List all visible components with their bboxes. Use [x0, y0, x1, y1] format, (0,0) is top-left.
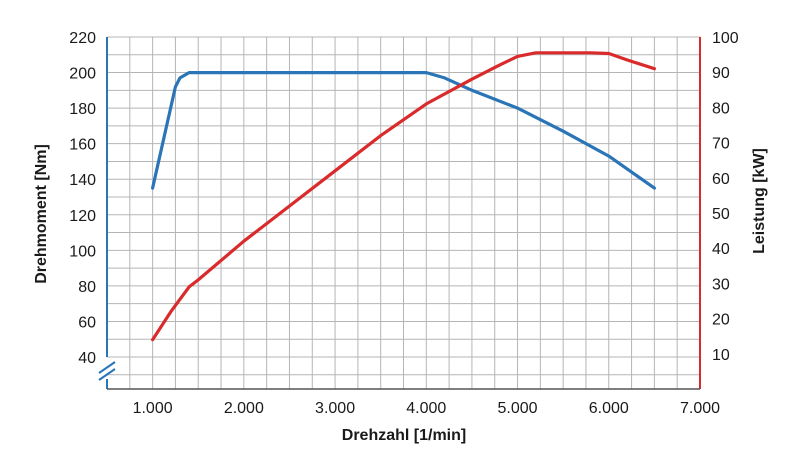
y-right-tick-label: 90: [712, 65, 730, 82]
y-left-tick-label: 160: [69, 137, 96, 154]
y-left-tick-label: 180: [69, 101, 96, 118]
series-layer: [151, 51, 657, 342]
x-tick-label: 4.000: [406, 400, 446, 417]
x-tick-label: 5.000: [498, 400, 538, 417]
y-left-tick-label: 140: [69, 172, 96, 189]
x-tick-label: 6.000: [589, 400, 629, 417]
y-right-tick-label: 20: [712, 312, 730, 329]
y-right-tick-label: 40: [712, 241, 730, 258]
y-right-tick-label: 100: [712, 30, 739, 47]
tick-labels: 1.000 2.000 3.000 4.000 5.000 6.000 7.000 40 60 8…: [69, 30, 739, 417]
y-left-tick-label: 100: [69, 243, 96, 260]
y-axis-left-title: Drehmoment [Nm]: [33, 144, 50, 284]
axes: [98, 37, 701, 390]
y-left-tick-label: 120: [69, 208, 96, 225]
y-right-tick-label: 30: [712, 276, 730, 293]
torque-series-line: [151, 70, 657, 190]
y-right-tick-label: 80: [712, 100, 730, 117]
y-right-tick-label: 50: [712, 206, 730, 223]
y-left-tick-label: 40: [78, 350, 96, 367]
power-series-line: [151, 51, 657, 342]
x-tick-label: 7.000: [680, 400, 720, 417]
y-right-tick-label: 60: [712, 171, 730, 188]
y-left-tick-label: 80: [78, 279, 96, 296]
y-axis-right-title: Leistung [kW]: [751, 148, 768, 254]
x-tick-label: 1.000: [133, 400, 173, 417]
y-right-tick-label: 70: [712, 136, 730, 153]
grid: [107, 36, 700, 389]
y-left-tick-label: 60: [78, 314, 96, 331]
x-axis-title: Drehzahl [1/min]: [342, 427, 466, 444]
x-tick-label: 2.000: [224, 400, 264, 417]
axis-break-mark: [98, 368, 116, 381]
x-tick-label: 3.000: [315, 400, 355, 417]
y-right-tick-label: 10: [712, 347, 730, 364]
y-left-tick-label: 220: [69, 30, 96, 47]
y-left-tick-label: 200: [69, 66, 96, 83]
axis-break-mark: [98, 361, 116, 374]
